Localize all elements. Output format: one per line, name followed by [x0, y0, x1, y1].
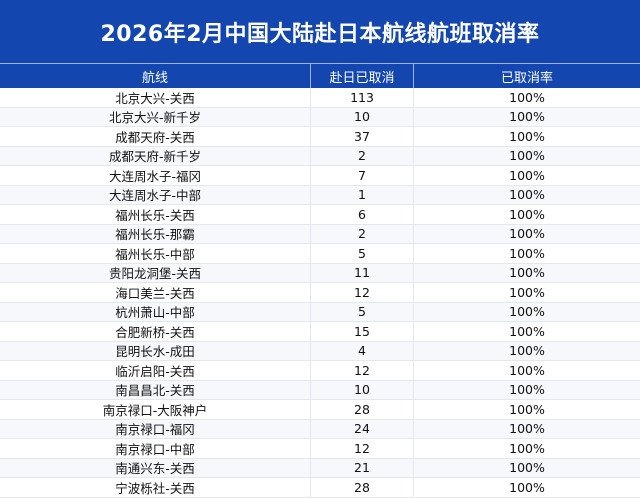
header-route: 航线: [0, 64, 311, 88]
table-row: 大连周水子-中部 1 100%: [0, 185, 640, 205]
cancel-rate-cell: 100%: [509, 167, 545, 183]
route-cell: 贵阳龙洞堡-关西: [0, 263, 311, 282]
cancelled-count-cell: 10: [311, 380, 414, 399]
cancel-rate-cell: 100%: [509, 187, 545, 203]
cancel-rate-cell: 100%: [509, 265, 545, 281]
table-row: 大连周水子-福冈 7 100%: [0, 166, 640, 186]
table-row: 合肥新桥-关西 15 100%: [0, 322, 640, 342]
cancelled-count-cell: 24: [311, 419, 414, 438]
route-cell: 南通兴东-关西: [0, 458, 311, 477]
table-body: 北京大兴-关西 113 100% 北京大兴-新千岁 10 100% 成都天府-关西 37 100…: [0, 88, 640, 498]
table-row: 北京大兴-新千岁 10 100%: [0, 107, 640, 127]
table-row: 福州长乐-关西 6 100%: [0, 205, 640, 225]
cancel-rate-cell: 100%: [509, 382, 545, 398]
route-cell: 大连周水子-中部: [0, 185, 311, 204]
route-cell: 海口美兰-关西: [0, 283, 311, 302]
cancelled-count-cell: 7: [311, 166, 414, 185]
route-cell: 南昌昌北-关西: [0, 380, 311, 399]
table-row: 南昌昌北-关西 10 100%: [0, 380, 640, 400]
table-row: 海口美兰-关西 12 100%: [0, 283, 640, 303]
cancel-rate-cell: 100%: [509, 284, 545, 300]
route-cell: 成都天府-新千岁: [0, 146, 311, 165]
cancel-rate-cell: 100%: [509, 401, 545, 417]
cancel-rate-cell: 100%: [509, 421, 545, 437]
table-row: 杭州萧山-中部 5 100%: [0, 302, 640, 322]
cancelled-count-cell: 4: [311, 341, 414, 360]
cancel-rate-cell: 100%: [509, 343, 545, 359]
route-cell: 福州长乐-关西: [0, 205, 311, 224]
cancelled-count-cell: 2: [311, 146, 414, 165]
cancelled-count-cell: 12: [311, 283, 414, 302]
route-cell: 昆明长水-成田: [0, 341, 311, 360]
cancelled-count-cell: 1: [311, 185, 414, 204]
cancelled-count-cell: 15: [311, 322, 414, 341]
cancelled-count-cell: 21: [311, 458, 414, 477]
table-row: 南京禄口-大阪神户 28 100%: [0, 400, 640, 420]
cancelled-count-cell: 12: [311, 361, 414, 380]
route-cell: 大连周水子-福冈: [0, 166, 311, 185]
route-cell: 南京禄口-福冈: [0, 419, 311, 438]
header-cancel-rate: 已取消率: [500, 70, 553, 86]
cancel-rate-cell: 100%: [509, 89, 545, 105]
cancelled-count-cell: 12: [311, 439, 414, 458]
cancelled-count-cell: 5: [311, 302, 414, 321]
route-cell: 成都天府-关西: [0, 127, 311, 146]
page-title: 2026年2月中国大陆赴日本航线航班取消率: [0, 0, 640, 63]
cancelled-count-cell: 5: [311, 244, 414, 263]
route-cell: 福州长乐-中部: [0, 244, 311, 263]
route-cell: 杭州萧山-中部: [0, 302, 311, 321]
table-row: 昆明长水-成田 4 100%: [0, 341, 640, 361]
cancelled-count-cell: 28: [311, 478, 414, 497]
cancel-rate-cell: 100%: [509, 479, 545, 495]
route-cell: 北京大兴-新千岁: [0, 107, 311, 126]
cancelled-count-cell: 113: [311, 88, 414, 107]
cancel-rate-cell: 100%: [509, 323, 545, 339]
table-row: 南通兴东-关西 21 100%: [0, 458, 640, 478]
table-row: 贵阳龙洞堡-关西 11 100%: [0, 263, 640, 283]
cancel-rate-cell: 100%: [509, 148, 545, 164]
cancelled-count-cell: 10: [311, 107, 414, 126]
table-row: 北京大兴-关西 113 100%: [0, 88, 640, 108]
route-cell: 临沂启阳-关西: [0, 361, 311, 380]
cancelled-count-cell: 28: [311, 400, 414, 419]
route-cell: 福州长乐-那霸: [0, 224, 311, 243]
header-cancelled-count: 赴日已取消: [311, 64, 414, 88]
cancelled-count-cell: 11: [311, 263, 414, 282]
table-row: 福州长乐-中部 5 100%: [0, 244, 640, 264]
cancel-rate-cell: 100%: [509, 245, 545, 261]
route-cell: 宁波栎社-关西: [0, 478, 311, 497]
cancelled-count-cell: 6: [311, 205, 414, 224]
route-cell: 南京禄口-大阪神户: [0, 400, 311, 419]
table-header: 航线 赴日已取消 已取消率: [0, 63, 640, 88]
cancelled-count-cell: 37: [311, 127, 414, 146]
table-row: 福州长乐-那霸 2 100%: [0, 224, 640, 244]
route-cell: 合肥新桥-关西: [0, 322, 311, 341]
cancel-rate-cell: 100%: [509, 440, 545, 456]
cancelled-count-cell: 2: [311, 224, 414, 243]
table-row: 临沂启阳-关西 12 100%: [0, 361, 640, 381]
table-row: 成都天府-新千岁 2 100%: [0, 146, 640, 166]
cancel-rate-cell: 100%: [509, 206, 545, 222]
table-row: 成都天府-关西 37 100%: [0, 127, 640, 147]
table-row: 南京禄口-中部 12 100%: [0, 439, 640, 459]
cancel-rate-cell: 100%: [509, 304, 545, 320]
route-cell: 南京禄口-中部: [0, 439, 311, 458]
cancel-rate-cell: 100%: [509, 109, 545, 125]
cancel-rate-cell: 100%: [509, 226, 545, 242]
table-row: 宁波栎社-关西 28 100%: [0, 478, 640, 498]
cancel-rate-cell: 100%: [509, 362, 545, 378]
table-row: 南京禄口-福冈 24 100%: [0, 419, 640, 439]
route-cell: 北京大兴-关西: [0, 88, 311, 107]
cancel-rate-cell: 100%: [509, 460, 545, 476]
cancel-rate-cell: 100%: [509, 128, 545, 144]
